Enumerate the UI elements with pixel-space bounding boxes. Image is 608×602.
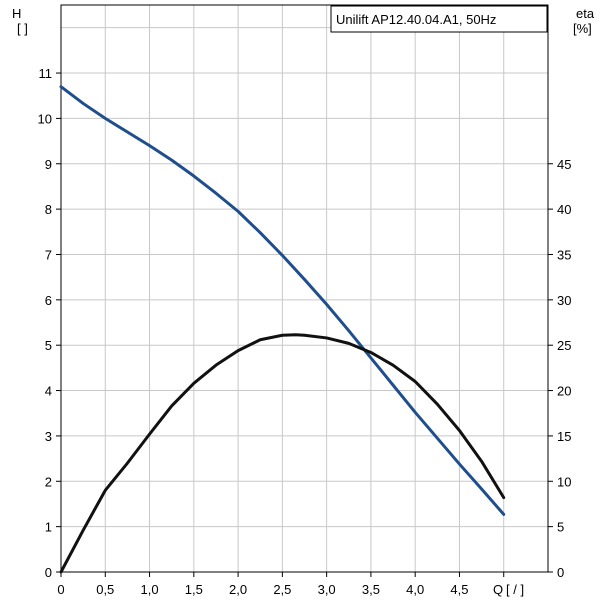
y-right-tick-label: 35 <box>557 247 571 262</box>
efficiency-curve <box>59 333 506 574</box>
y-left-tick-label: 5 <box>45 338 52 353</box>
y-left-tick-label: 3 <box>45 429 52 444</box>
y-left-tick-label: 7 <box>45 247 52 262</box>
y-left-axis-unit: [ ] <box>17 21 28 36</box>
y-right-axis-unit: [%] <box>573 21 592 36</box>
y-right-axis-label: eta <box>576 6 595 21</box>
chart-title: Unilift AP12.40.04.A1, 50Hz <box>336 12 496 27</box>
x-tick-label: 1,0 <box>141 582 159 597</box>
x-tick-label: 0 <box>57 582 64 597</box>
y-left-tick-label: 11 <box>39 66 53 81</box>
y-left-tick-label: 1 <box>45 520 52 535</box>
x-axis-unit: [ / ] <box>506 582 524 597</box>
y-left-tick-label: 2 <box>45 474 52 489</box>
series-layer <box>59 85 506 574</box>
x-tick-label: 4,0 <box>406 582 424 597</box>
y-left-tick-label: 4 <box>45 384 52 399</box>
y-left-axis-label: H <box>12 6 21 21</box>
y-right-tick-label: 5 <box>557 520 564 535</box>
y-left-tick-label: 6 <box>45 293 52 308</box>
y-left-tick-label: 9 <box>45 157 52 172</box>
y-right-tick-label: 20 <box>557 384 571 399</box>
head-curve <box>59 85 506 516</box>
y-left-tick-label: 8 <box>45 202 52 217</box>
y-left-tick-label: 10 <box>38 111 52 126</box>
x-tick-label: 0,5 <box>96 582 114 597</box>
y-right-tick-label: 45 <box>557 157 571 172</box>
y-right-tick-label: 0 <box>557 565 564 580</box>
grid <box>61 5 548 572</box>
axis-ticks: 0 0,5 1,0 1,5 2,0 2,5 3,0 3,5 4,0 4,5012345678910… <box>38 66 572 597</box>
y-right-tick-label: 40 <box>557 202 571 217</box>
x-tick-label: 3,0 <box>318 582 336 597</box>
plot-frame <box>60 4 549 573</box>
y-right-tick-label: 10 <box>557 474 571 489</box>
x-tick-label: 2,0 <box>229 582 247 597</box>
y-left-tick-label: 0 <box>45 565 52 580</box>
y-right-tick-label: 30 <box>557 293 571 308</box>
x-tick-label: 4,5 <box>450 582 468 597</box>
x-tick-label: 2,5 <box>273 582 291 597</box>
x-tick-label: 3,5 <box>362 582 380 597</box>
y-right-tick-label: 25 <box>557 338 571 353</box>
x-axis-label: Q <box>493 582 503 597</box>
chart-title-box <box>330 5 548 33</box>
y-right-tick-label: 15 <box>557 429 571 444</box>
x-tick-label: 1,5 <box>185 582 203 597</box>
